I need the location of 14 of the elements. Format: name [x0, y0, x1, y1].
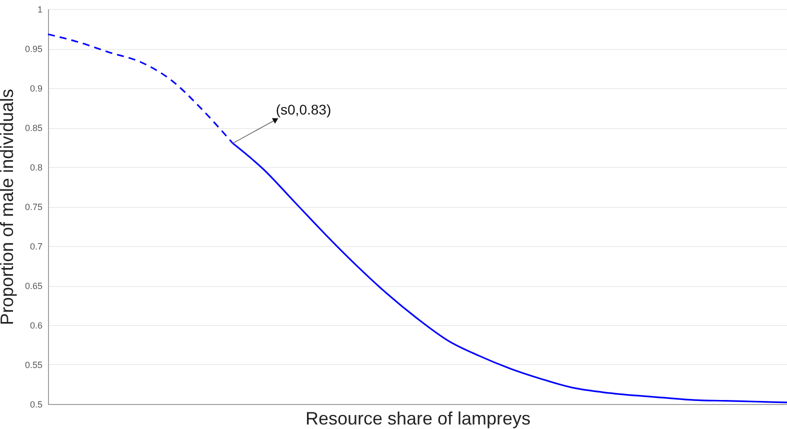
y-tick-label: 0.8 [30, 162, 42, 172]
y-axis-title: Proportion of male individuals [0, 88, 17, 326]
y-tick-label: 0.7 [30, 242, 42, 252]
y-tick-label: 0.75 [24, 202, 42, 212]
y-tick-label: 0.55 [24, 360, 42, 370]
y-tick-label: 0.6 [30, 320, 42, 330]
y-tick-label: 0.95 [24, 44, 42, 54]
y-tick-label: 0.5 [30, 400, 42, 410]
y-tick-label: 0.85 [24, 123, 42, 133]
y-tick-label: 0.9 [30, 84, 42, 94]
annotation: (s0,0.83) [276, 102, 332, 118]
y-tick-label: 0.65 [24, 281, 42, 291]
y-tick-label: 1 [37, 4, 42, 14]
x-axis-title: Resource share of lampreys [305, 408, 531, 428]
